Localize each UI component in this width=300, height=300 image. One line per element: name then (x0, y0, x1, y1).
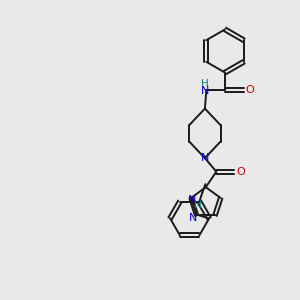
Text: H: H (201, 79, 209, 89)
Text: O: O (236, 167, 245, 177)
Text: N: N (189, 213, 197, 223)
Text: N: N (201, 153, 210, 163)
Text: N: N (188, 195, 197, 206)
Text: O: O (246, 85, 255, 95)
Text: H: H (194, 200, 201, 210)
Text: N: N (201, 86, 209, 97)
